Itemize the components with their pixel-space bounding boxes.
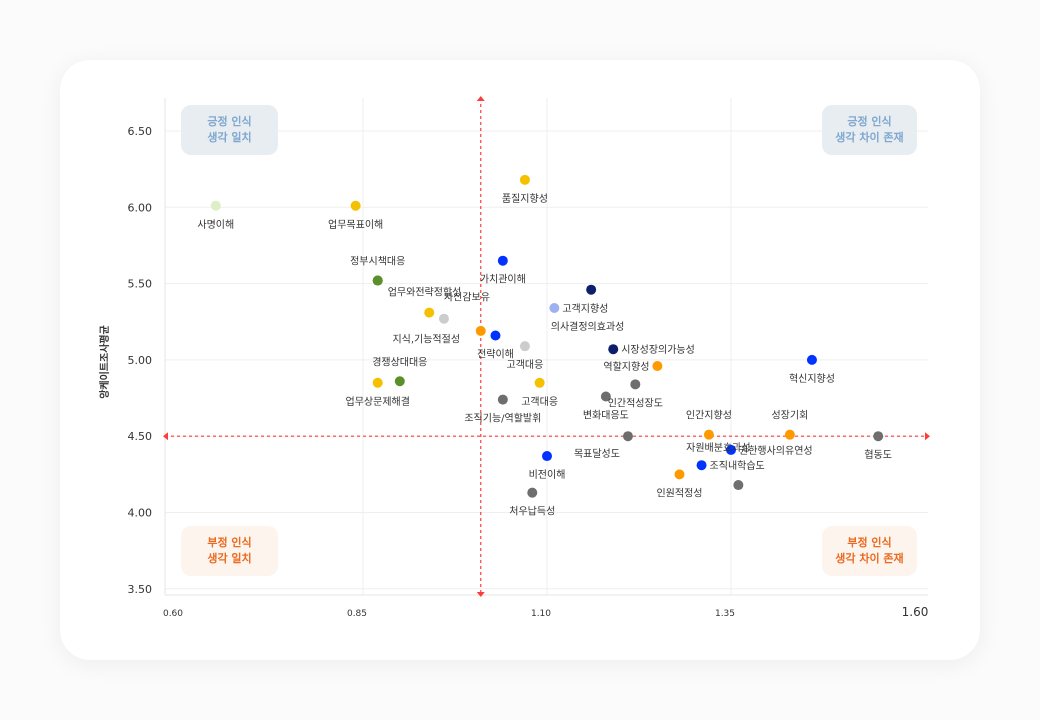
data-label: 업무와전략정합성 — [388, 286, 462, 299]
y-tick-label: 5.00 — [128, 354, 153, 367]
x-tick-label: 1.35 — [715, 609, 735, 619]
quadrant-line1: 부정 인식 — [207, 536, 252, 549]
data-label: 권한행사의유연성 — [739, 445, 813, 457]
data-point — [519, 174, 530, 185]
data-label: 협동도 — [864, 448, 892, 461]
data-point — [873, 431, 884, 442]
quadrant-line2: 생각 일치 — [207, 552, 252, 565]
data-point — [622, 431, 633, 442]
data-point — [424, 307, 435, 318]
data-label: 정부시책대응 — [350, 256, 405, 268]
x-tick-label: 0.85 — [347, 609, 367, 619]
data-label: 시장성장의가능성 — [621, 344, 695, 356]
arrow-down-icon — [476, 592, 485, 597]
data-label: 의사결정의효과성 — [551, 321, 625, 333]
data-label: 처우납득성 — [509, 506, 555, 518]
data-point — [542, 451, 552, 462]
data-label: 혁신지향성 — [789, 373, 835, 385]
data-point — [490, 330, 501, 341]
data-label: 가치관이해 — [480, 273, 526, 286]
quadrant-line2: 생각 일치 — [207, 131, 252, 144]
data-point — [394, 376, 405, 387]
data-point — [534, 377, 545, 388]
y-tick-label: 4.00 — [128, 507, 153, 520]
data-point — [784, 429, 795, 440]
data-label: 자신감보유 — [444, 292, 490, 304]
y-tick-label: 6.50 — [128, 125, 153, 138]
data-point — [652, 361, 663, 372]
data-point — [372, 377, 383, 388]
data-label: 업무목표이해 — [328, 218, 383, 231]
data-point — [674, 469, 685, 480]
data-label: 지식,기능적절성 — [392, 333, 460, 346]
quadrant-line1: 긍정 인식 — [847, 115, 892, 128]
data-label: 인간지향성 — [686, 410, 732, 422]
quadrant-line1: 긍정 인식 — [207, 115, 252, 128]
data-label: 인간적성장도 — [608, 397, 663, 409]
data-label: 비전이해 — [529, 468, 566, 481]
data-point — [497, 394, 508, 405]
data-point — [372, 275, 383, 286]
data-label: 변화대응도 — [583, 410, 629, 422]
y-tick-label: 5.50 — [128, 278, 153, 291]
data-label: 고객대응 — [521, 396, 558, 408]
x-tick-label: 1.60 — [902, 605, 929, 619]
y-axis-label: 앙케이트조사평균 — [98, 325, 111, 399]
data-point — [696, 460, 707, 471]
arrow-left-icon — [163, 432, 168, 441]
data-point — [475, 325, 486, 336]
x-tick-label: 0.60 — [163, 609, 183, 619]
data-label: 조직내학습도 — [710, 460, 765, 472]
data-point — [608, 344, 619, 355]
quadrant-line1: 부정 인식 — [847, 536, 892, 549]
data-label: 품질지향성 — [502, 193, 548, 205]
data-point — [210, 200, 221, 211]
data-point — [733, 480, 744, 491]
data-point — [527, 487, 538, 498]
quadrant-line2: 생각 차이 존재 — [835, 552, 904, 565]
data-label: 성장기회 — [771, 410, 808, 422]
x-tick-label: 1.10 — [531, 609, 551, 619]
data-label: 목표달성도 — [574, 448, 620, 460]
data-label: 경쟁상대대응 — [372, 355, 427, 368]
data-point — [630, 379, 641, 390]
data-label: 전략이해 — [477, 347, 514, 360]
data-label: 고객지향성 — [562, 303, 608, 315]
data-point — [726, 444, 736, 455]
data-point — [703, 429, 714, 440]
y-tick-label: 3.50 — [128, 583, 153, 596]
data-label: 인원적정성 — [656, 487, 702, 499]
data-point — [549, 303, 560, 314]
data-point — [519, 341, 530, 352]
y-tick-label: 6.00 — [128, 201, 153, 214]
data-point — [438, 313, 449, 324]
data-label: 자원배분효과성 — [686, 442, 750, 454]
data-point — [497, 255, 508, 266]
data-label: 조직기능/역할발휘 — [464, 413, 541, 425]
data-point — [806, 354, 817, 365]
arrow-up-icon — [476, 96, 485, 101]
data-label: 고객대응 — [507, 359, 544, 371]
data-point — [350, 200, 361, 211]
arrow-right-icon — [925, 432, 930, 441]
data-point — [586, 284, 597, 295]
data-label: 업무상문제해결 — [346, 395, 410, 408]
data-label: 역할지향성 — [603, 361, 649, 373]
data-point — [600, 391, 611, 402]
data-label: 사명이해 — [197, 218, 234, 231]
y-tick-label: 4.50 — [128, 430, 153, 443]
quadrant-line2: 생각 차이 존재 — [835, 131, 904, 144]
